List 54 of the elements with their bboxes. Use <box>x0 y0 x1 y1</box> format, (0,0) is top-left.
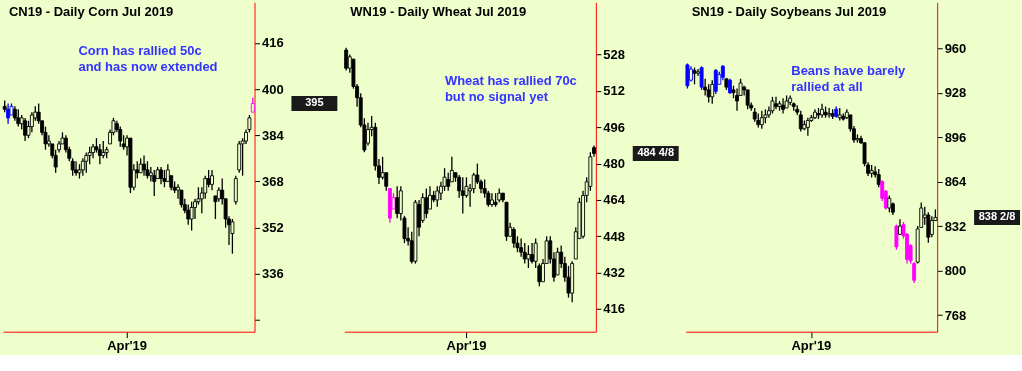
candlestick <box>424 187 429 219</box>
y-tick-label: 384 <box>261 127 285 143</box>
y-tick-label: 368 <box>261 173 284 189</box>
y-tick-label: 960 <box>944 40 967 56</box>
candlestick <box>446 172 451 192</box>
text: 838 2/8 <box>978 210 1016 223</box>
candlestick <box>230 218 235 255</box>
candlestick <box>189 201 194 232</box>
x-tick-label: Apr'19 <box>107 338 147 354</box>
y-tick-label: 432 <box>603 265 625 281</box>
y-tick-label: 400 <box>261 81 284 97</box>
y-tick-label: 416 <box>261 35 284 51</box>
annotation: Beans have barely rallied at all <box>791 62 906 94</box>
candlestick <box>84 151 89 174</box>
candlestick <box>522 242 527 265</box>
candlestick <box>233 175 238 206</box>
y-tick-label: 896 <box>944 129 967 145</box>
chart-title: SN19 - Daily Soybeans Jul 2019 <box>691 4 887 20</box>
candlestick <box>460 176 465 215</box>
y-tick-label: 768 <box>944 307 967 323</box>
x-tick-label: Apr'19 <box>791 338 832 354</box>
y-tick-label: 464 <box>603 192 626 208</box>
candlestick <box>344 47 349 72</box>
y-tick-label: 448 <box>603 228 625 244</box>
candlestick <box>530 242 534 265</box>
candlestick <box>511 226 516 249</box>
candlestick <box>710 79 715 105</box>
candlestick <box>152 169 157 197</box>
y-tick-label: 864 <box>944 174 968 190</box>
y-tick-label: 832 <box>944 218 967 234</box>
candlestick <box>395 185 400 219</box>
y-tick-label: 800 <box>944 263 967 279</box>
candlestick <box>926 211 931 244</box>
annotation: Wheat has rallied 70c but no signal yet <box>444 72 577 104</box>
y-tick-label: 416 <box>603 301 625 317</box>
candlestick <box>876 168 881 188</box>
chart-title: CN19 - Daily Corn Jul 2019 <box>8 4 174 20</box>
y-tick-label: 352 <box>261 220 284 236</box>
y-tick-label: 480 <box>603 156 625 172</box>
candlestick <box>929 215 934 238</box>
chart-title: WN19 - Daily Wheat Jul 2019 <box>350 4 527 20</box>
candlestick <box>894 224 899 251</box>
candlestick <box>118 125 123 148</box>
candlestick <box>210 169 214 191</box>
text: 484 4/8 <box>637 146 675 159</box>
y-tick-label: 336 <box>261 266 284 282</box>
text: 395 <box>305 96 324 109</box>
y-tick-label: 512 <box>603 83 625 99</box>
y-tick-label: 496 <box>603 119 625 135</box>
y-tick-label: 528 <box>603 47 625 63</box>
y-tick-label: 928 <box>944 85 967 101</box>
candlestick <box>526 244 531 269</box>
annotation: Corn has rallied 50c and has now extended <box>78 43 218 75</box>
x-tick-label: Apr'19 <box>446 338 487 354</box>
